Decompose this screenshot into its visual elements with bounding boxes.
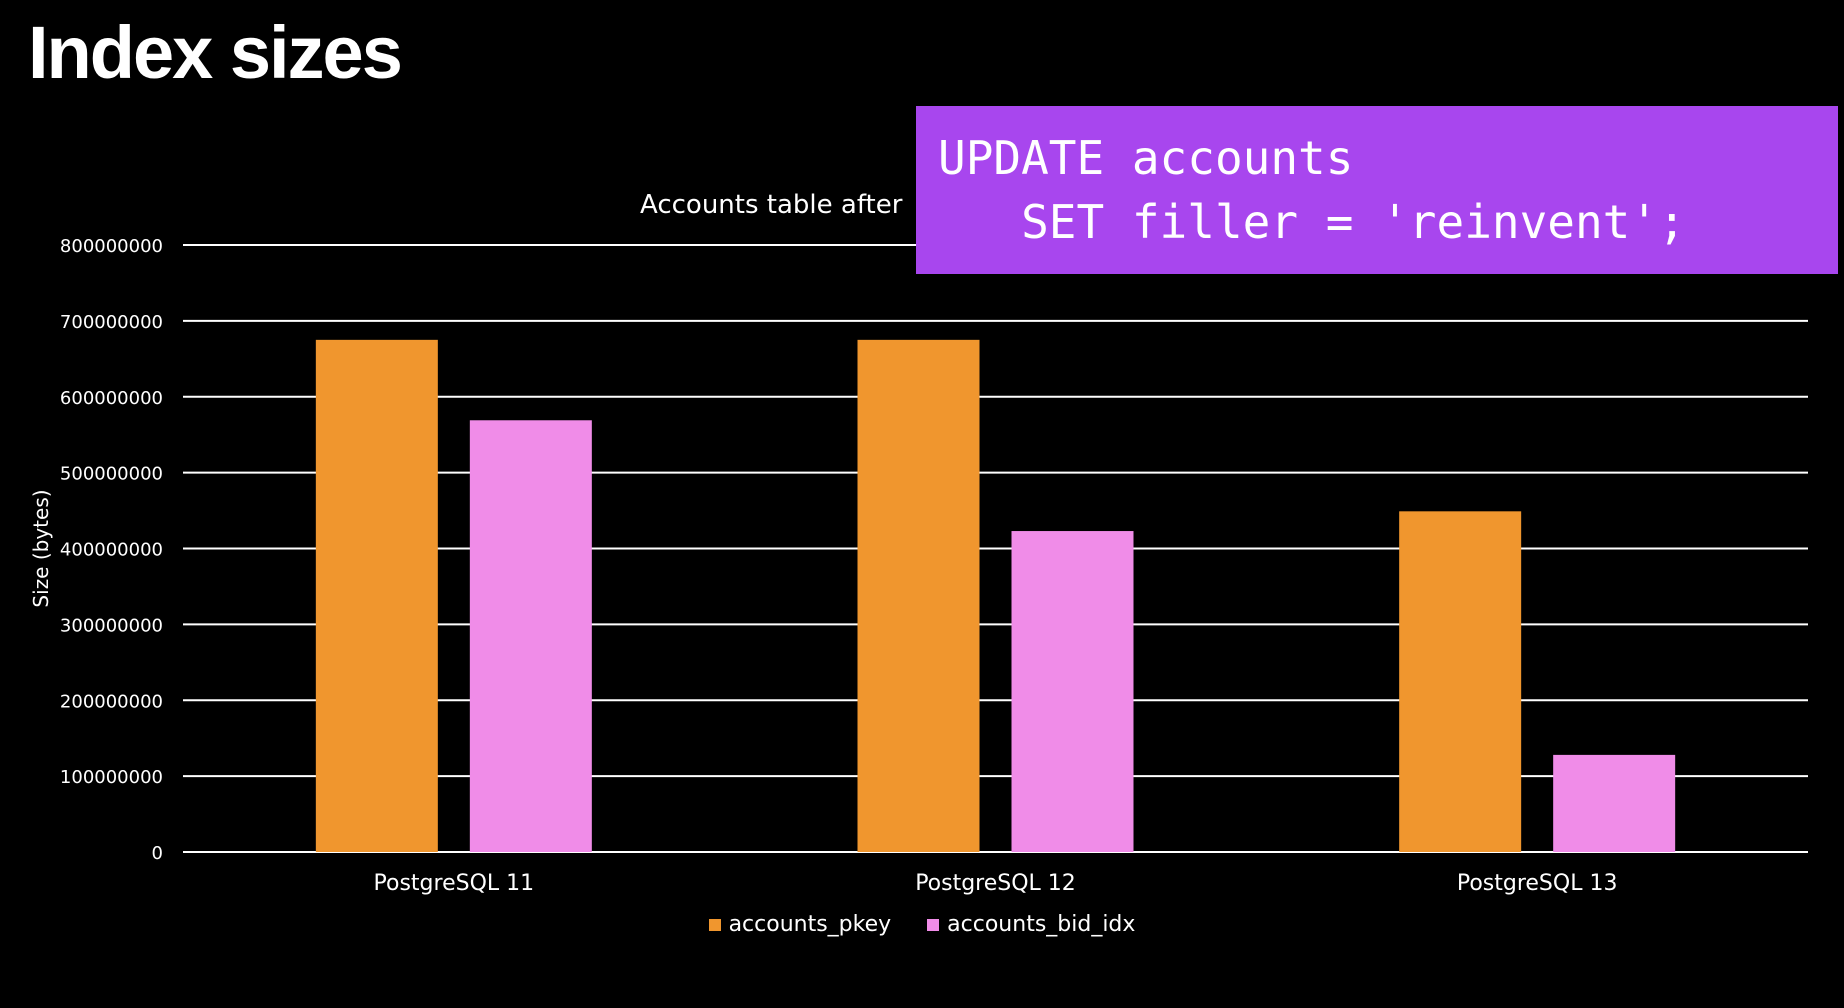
y-tick-label: 400000000 [60, 540, 163, 561]
y-tick-label: 100000000 [60, 767, 163, 788]
x-tick-label: PostgreSQL 11 [374, 871, 535, 896]
y-tick-label: 0 [152, 843, 163, 864]
bar-accounts-bid-idx-1 [469, 420, 592, 852]
y-tick-label: 300000000 [60, 615, 163, 636]
y-tick-label: 500000000 [60, 464, 163, 485]
y-tick-label: 700000000 [60, 312, 163, 333]
y-axis-label: Size (bytes) [29, 489, 53, 607]
legend-item-accounts-pkey: accounts_pkey [708, 912, 892, 937]
bar-accounts-pkey-2 [857, 339, 980, 852]
legend-swatch-accounts-bid-idx [927, 918, 940, 931]
legend-label-accounts-pkey: accounts_pkey [728, 912, 892, 937]
x-tick-label: PostgreSQL 12 [915, 871, 1076, 896]
bar-accounts-pkey-1 [315, 339, 438, 852]
code-line-1: UPDATE accounts [938, 131, 1354, 185]
chart-legend: accounts_pkey accounts_bid_idx [0, 912, 1844, 937]
x-tick-label: PostgreSQL 13 [1457, 871, 1618, 896]
bar-accounts-bid-idx-2 [1011, 531, 1134, 852]
y-tick-label: 800000000 [60, 236, 163, 257]
code-callout: UPDATE accounts SET filler = 'reinvent'; [916, 106, 1838, 274]
code-line-2: SET filler = 'reinvent'; [938, 195, 1686, 249]
y-tick-label: 600000000 [60, 388, 163, 409]
legend-label-accounts-bid-idx: accounts_bid_idx [947, 912, 1136, 937]
legend-item-accounts-bid-idx: accounts_bid_idx [927, 912, 1135, 937]
bar-accounts-bid-idx-3 [1553, 754, 1676, 852]
bar-accounts-pkey-3 [1399, 511, 1522, 852]
y-tick-label: 200000000 [60, 691, 163, 712]
slide-title: Index sizes [28, 11, 403, 94]
legend-swatch-accounts-pkey [708, 918, 721, 931]
chart-title: Accounts table after [640, 190, 903, 220]
